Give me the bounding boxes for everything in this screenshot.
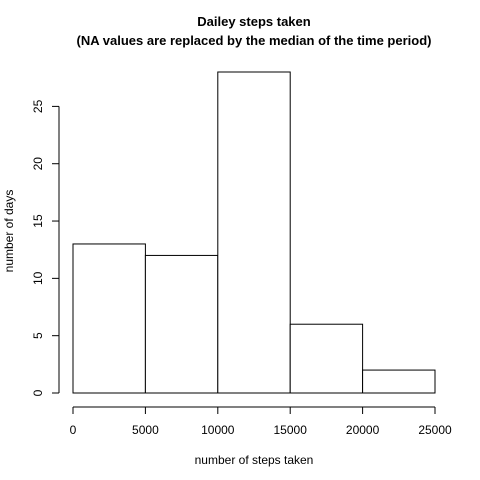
y-tick-label-3: 15: [31, 214, 45, 228]
x-tick-label-1: 5000: [132, 423, 159, 437]
y-tick-label-4: 20: [31, 157, 45, 171]
x-axis-label: number of steps taken: [195, 453, 314, 467]
histogram-bar-4: [362, 369, 436, 394]
histogram-bar-0: [72, 243, 146, 394]
y-tick-label-5: 25: [31, 99, 45, 113]
x-tick-label-5: 25000: [418, 423, 452, 437]
histogram-bars: [72, 71, 436, 394]
y-axis: 0 5 10 15 20 25: [31, 99, 60, 396]
histogram-bar-2: [217, 71, 291, 394]
histogram-bar-1: [144, 254, 219, 394]
histogram-bar-3: [289, 323, 364, 394]
x-tick-label-2: 10000: [201, 423, 235, 437]
chart-subtitle: (NA values are replaced by the median of…: [77, 33, 432, 48]
x-tick-label-3: 15000: [274, 423, 308, 437]
y-axis-label: number of days: [2, 190, 16, 273]
y-tick-label-0: 0: [31, 389, 45, 396]
chart-title: Dailey steps taken: [197, 14, 311, 29]
y-tick-label-2: 10: [31, 271, 45, 285]
x-axis: 0 5000 10000 15000 20000 25000: [70, 406, 452, 437]
y-tick-label-1: 5: [31, 332, 45, 339]
x-tick-label-0: 0: [70, 423, 77, 437]
x-tick-label-4: 20000: [346, 423, 380, 437]
